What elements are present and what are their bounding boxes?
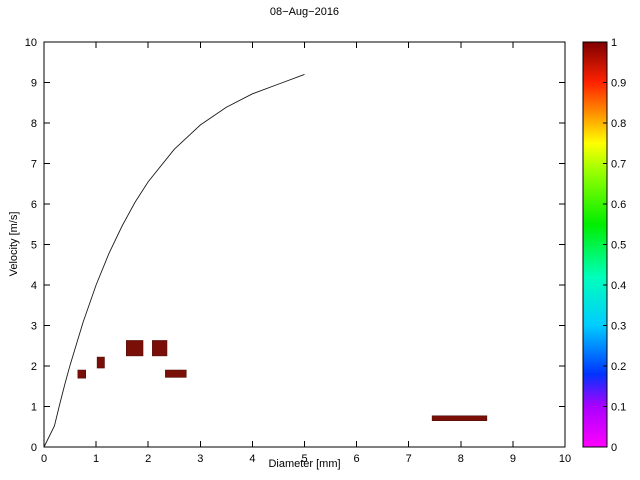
svg-text:5: 5 — [31, 240, 37, 252]
svg-text:1: 1 — [611, 37, 617, 49]
svg-text:0: 0 — [41, 453, 47, 465]
chart-title: 08−Aug−2016 — [269, 6, 340, 18]
svg-text:0.1: 0.1 — [611, 402, 626, 414]
svg-text:8: 8 — [458, 453, 464, 465]
svg-text:0.2: 0.2 — [611, 361, 626, 373]
svg-text:6: 6 — [31, 199, 37, 211]
data-patch — [96, 356, 105, 369]
svg-text:9: 9 — [510, 453, 516, 465]
svg-text:0.4: 0.4 — [611, 280, 626, 292]
svg-text:1: 1 — [31, 402, 37, 414]
svg-text:0: 0 — [31, 442, 37, 454]
svg-text:7: 7 — [31, 159, 37, 171]
svg-text:0.5: 0.5 — [611, 240, 626, 252]
svg-text:2: 2 — [145, 453, 151, 465]
svg-text:2: 2 — [31, 361, 37, 373]
data-patch — [152, 340, 168, 357]
y-axis-ticks: 0 1 2 3 4 5 6 7 8 9 10 — [25, 37, 565, 454]
svg-text:0.3: 0.3 — [611, 321, 626, 333]
data-patch — [165, 369, 187, 378]
data-patch — [431, 415, 488, 421]
data-patch — [126, 340, 144, 357]
svg-text:0: 0 — [611, 442, 617, 454]
svg-text:0.6: 0.6 — [611, 199, 626, 211]
x-axis-label: Diameter [mm] — [268, 458, 341, 470]
svg-text:0.7: 0.7 — [611, 159, 626, 171]
svg-text:4: 4 — [249, 453, 255, 465]
svg-text:3: 3 — [31, 321, 37, 333]
svg-text:0.8: 0.8 — [611, 118, 626, 130]
y-axis-label: Velocity [m/s] — [8, 211, 20, 277]
svg-text:3: 3 — [197, 453, 203, 465]
svg-text:0.9: 0.9 — [611, 78, 626, 90]
terminal-velocity-curve — [43, 73, 305, 448]
svg-text:4: 4 — [31, 280, 37, 292]
svg-text:7: 7 — [406, 453, 412, 465]
data-patch — [77, 369, 86, 379]
svg-text:9: 9 — [31, 78, 37, 90]
svg-text:8: 8 — [31, 118, 37, 130]
svg-text:1: 1 — [93, 453, 99, 465]
data-patches — [77, 340, 488, 421]
x-axis-ticks: 0 1 2 3 4 5 6 7 8 9 10 — [41, 42, 571, 465]
svg-text:5: 5 — [301, 453, 307, 465]
plot-box — [43, 41, 566, 448]
svg-text:10: 10 — [559, 453, 571, 465]
svg-text:6: 6 — [354, 453, 360, 465]
colorbar: 0 0.1 0.2 0.3 0.4 0.5 0.6 0.7 0.8 0.9 1 — [582, 37, 626, 454]
svg-text:10: 10 — [25, 37, 37, 49]
